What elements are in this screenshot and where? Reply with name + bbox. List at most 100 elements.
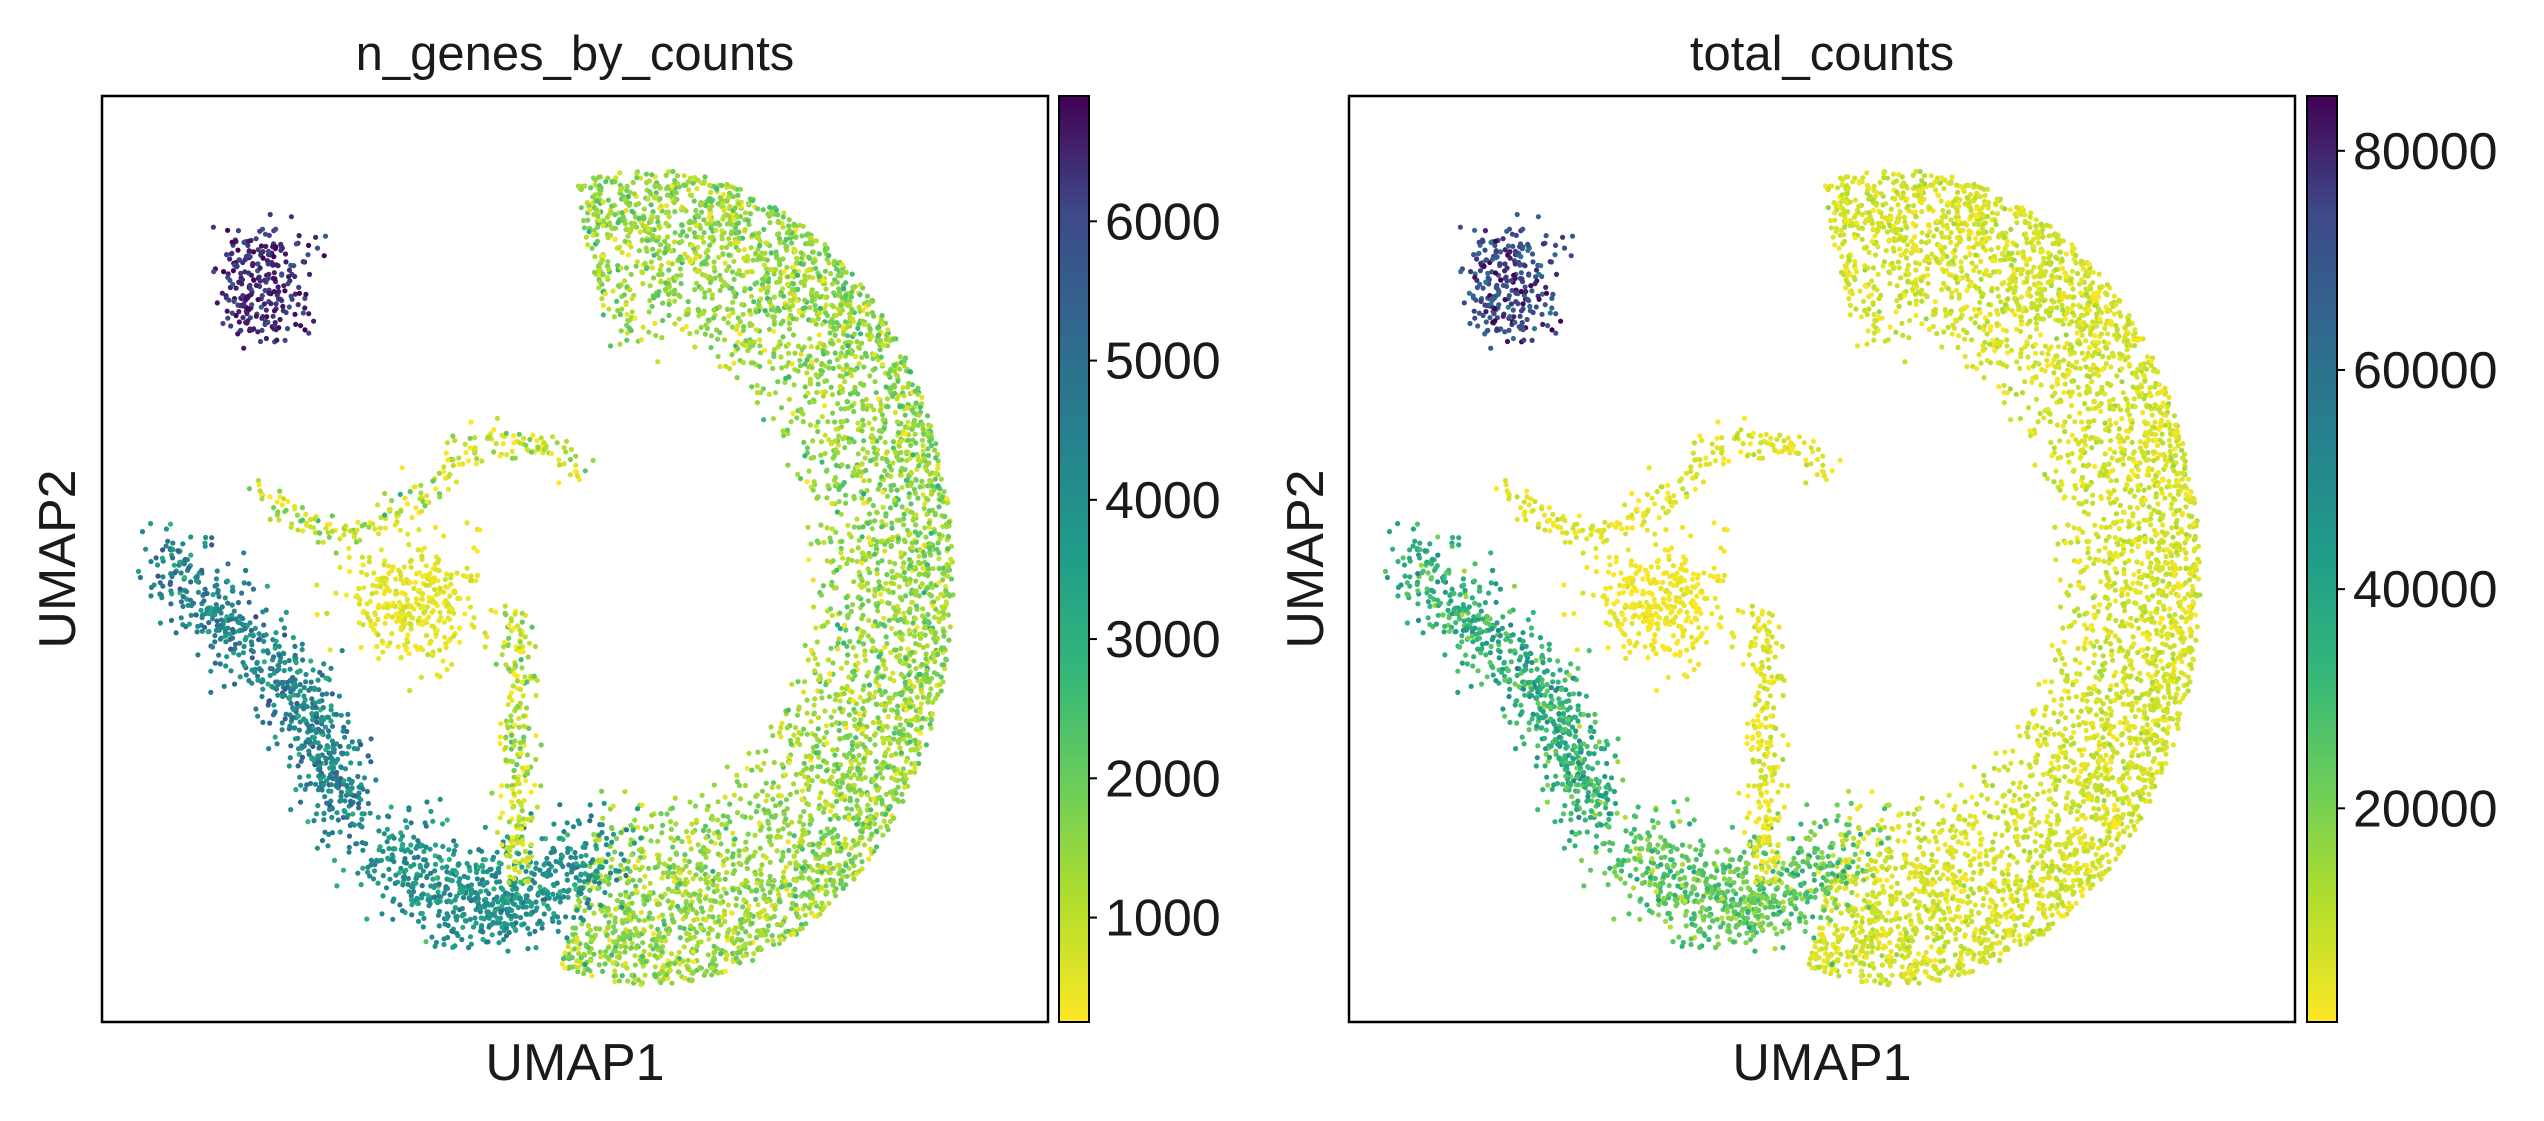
scatter-point: [749, 268, 755, 274]
scatter-point: [823, 310, 829, 316]
scatter-point: [734, 327, 740, 333]
scatter-point: [565, 943, 571, 950]
scatter-point: [699, 792, 705, 799]
scatter-point: [616, 954, 623, 961]
scatter-point: [802, 903, 808, 909]
scatter-point: [735, 192, 741, 198]
scatter-point: [900, 428, 906, 434]
scatter-point: [916, 751, 922, 757]
scatter-point: [607, 843, 613, 849]
scatter-point: [847, 798, 853, 804]
scatter-point: [729, 221, 735, 228]
scatter-point: [666, 312, 672, 319]
scatter-point: [853, 653, 859, 659]
scatter-point: [795, 906, 801, 912]
scatter-point: [610, 803, 616, 809]
scatter-point: [752, 832, 758, 839]
scatter-point: [850, 602, 856, 608]
scatter-point: [785, 274, 791, 280]
scatter-point: [873, 390, 879, 396]
scatter-point: [844, 643, 850, 649]
scatter-point: [306, 271, 313, 277]
scatter-point: [875, 674, 881, 681]
scatter-point: [832, 474, 839, 481]
scatter-point: [295, 735, 301, 741]
scatter-point: [670, 874, 676, 880]
scatter-point: [766, 879, 772, 885]
scatter-point: [236, 279, 242, 285]
scatter-point: [884, 764, 890, 770]
scatter-point: [750, 957, 756, 964]
scatter-point: [617, 170, 623, 176]
scatter-point: [587, 887, 593, 894]
scatter-point: [917, 530, 923, 536]
scatter-point: [597, 183, 603, 189]
scatter-point: [812, 913, 818, 919]
scatter-point: [600, 199, 606, 205]
scatter-point: [719, 821, 725, 828]
scatter-point: [576, 950, 582, 957]
scatter-point: [865, 697, 871, 703]
scatter-point: [793, 234, 799, 240]
scatter-point: [296, 290, 303, 296]
scatter-point: [829, 803, 835, 809]
scatter-point: [859, 731, 865, 737]
scatter-point: [273, 686, 280, 692]
scatter-point: [856, 469, 862, 475]
scatter-point: [941, 662, 947, 668]
scatter-point: [273, 226, 279, 232]
scatter-point: [834, 692, 841, 698]
scatter-point: [622, 949, 628, 955]
scatter-point: [882, 689, 888, 695]
scatter-point: [922, 632, 928, 638]
scatter-point: [260, 314, 266, 320]
scatter-point: [695, 244, 701, 250]
scatter-point: [812, 302, 818, 308]
scatter-point: [649, 213, 655, 219]
scatter-point: [700, 827, 707, 834]
scatter-point: [865, 587, 872, 593]
scatter-point: [708, 333, 715, 339]
scatter-point: [592, 192, 598, 198]
scatter-point: [636, 201, 642, 207]
scatter-point: [791, 291, 797, 297]
scatter-point: [835, 766, 841, 772]
scatter-point: [884, 459, 891, 465]
scatter-point: [846, 784, 852, 790]
scatter-point: [654, 214, 661, 220]
scatter-point: [809, 365, 815, 371]
scatter-point: [664, 972, 670, 978]
scatter-point: [286, 267, 293, 273]
scatter-point: [840, 331, 847, 337]
scatter-point: [875, 486, 881, 492]
scatter-point: [772, 906, 778, 912]
scatter-point: [708, 839, 714, 845]
scatter-point: [593, 925, 599, 932]
scatter-point: [826, 252, 832, 259]
scatter-point: [694, 910, 700, 916]
scatter-point: [894, 654, 900, 660]
scatter-point: [237, 640, 243, 646]
scatter-point: [365, 753, 371, 759]
scatter-point: [710, 914, 716, 920]
scatter-point: [791, 843, 798, 850]
scatter-point: [730, 958, 736, 965]
scatter-point: [839, 462, 845, 468]
scatter-point: [822, 432, 828, 438]
scatter-point: [205, 629, 211, 635]
scatter-point: [909, 407, 915, 413]
scatter-point: [697, 225, 704, 231]
scatter-point: [637, 229, 643, 235]
scatter-point: [356, 800, 362, 807]
scatter-point: [886, 695, 892, 701]
scatter-point: [882, 811, 889, 818]
scatter-point: [655, 838, 661, 844]
scatter-point: [739, 301, 745, 308]
scatter-point: [797, 926, 803, 932]
scatter-point: [606, 919, 612, 925]
scatter-point: [836, 291, 843, 298]
scatter-point: [754, 390, 761, 396]
scatter-point: [610, 288, 616, 294]
scatter-point: [897, 354, 904, 360]
scatter-point: [583, 234, 589, 240]
